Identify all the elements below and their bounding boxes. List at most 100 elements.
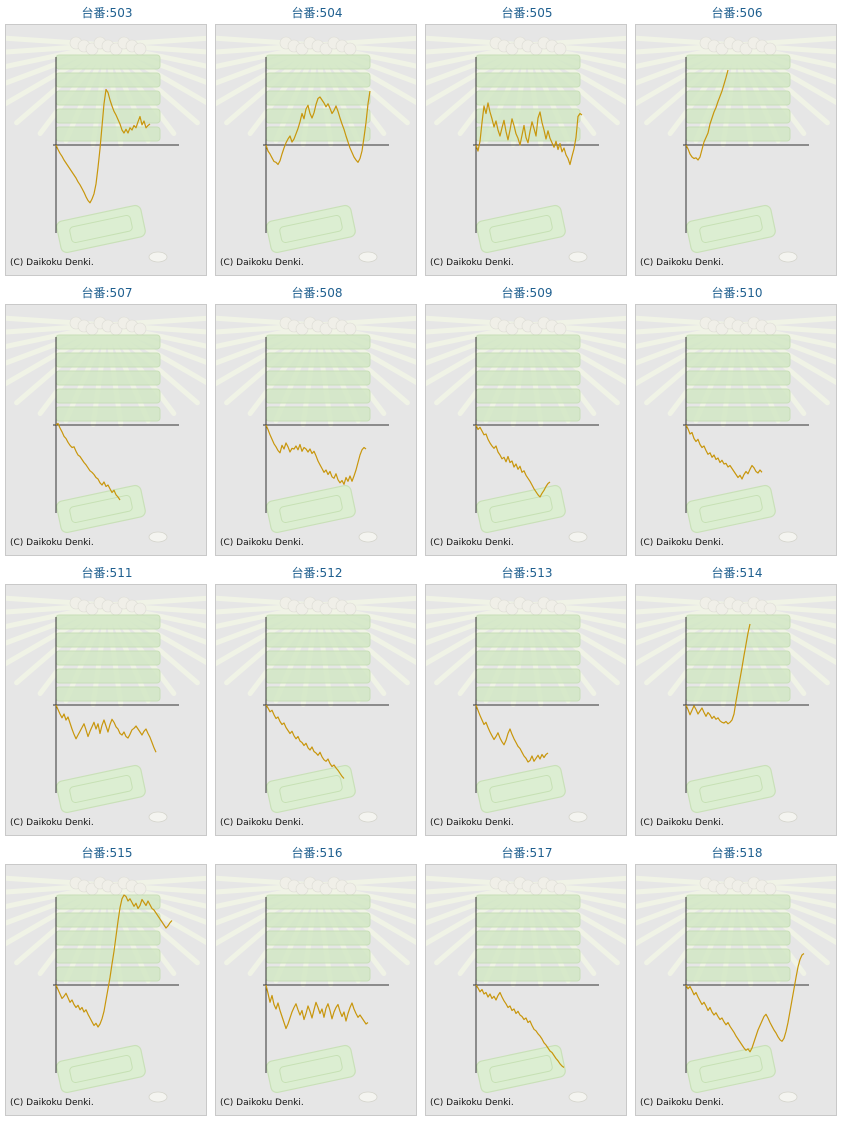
background-artwork (636, 875, 836, 1103)
tray-inner-icon (279, 774, 343, 804)
coin-icon (568, 251, 588, 263)
tray-icon (56, 484, 146, 534)
box-stack-icon (55, 930, 161, 946)
chart-title[interactable]: 台番:508 (291, 286, 343, 300)
box-stack-icon (685, 90, 791, 106)
copyright-text: (C) Daikoku Denki. (640, 538, 724, 548)
chart-title[interactable]: 台番:509 (501, 286, 553, 300)
burst-ray (6, 602, 110, 646)
box-stack-icon (55, 352, 161, 368)
box-stack-icon (55, 72, 161, 88)
machine-chart-card: 台番:505 (C) Daikoku Denki. (422, 0, 632, 280)
chart-title[interactable]: 台番:515 (81, 846, 133, 860)
box-stack-icon (475, 894, 581, 910)
box-stack-icon (475, 72, 581, 88)
machine-chart-card: 台番:516 (C) Daikoku Denki. (212, 840, 422, 1120)
chart-svg (426, 315, 626, 543)
chart-panel: (C) Daikoku Denki. (635, 304, 837, 556)
coin-icon (778, 251, 798, 263)
series-line (475, 704, 549, 763)
chart-title[interactable]: 台番:503 (81, 6, 133, 20)
box-stack-icon (265, 668, 371, 684)
background-artwork (216, 35, 416, 263)
coin-icon (358, 531, 378, 543)
burst-ray (426, 322, 530, 366)
chart-title[interactable]: 台番:517 (501, 846, 553, 860)
box-stack-icon (685, 614, 791, 630)
chart-svg (426, 35, 626, 263)
box-stack-icon (685, 54, 791, 70)
box-stack-icon (685, 912, 791, 928)
machine-chart-card: 台番:512 (C) Daikoku Denki. (212, 560, 422, 840)
series-line (685, 424, 763, 480)
chart-title[interactable]: 台番:513 (501, 566, 553, 580)
chart-title[interactable]: 台番:512 (291, 566, 343, 580)
tray-inner-icon (279, 214, 343, 244)
chart-title[interactable]: 台番:505 (501, 6, 553, 20)
box-stack-icon (685, 388, 791, 404)
tray-icon (476, 204, 566, 254)
background-artwork (6, 315, 206, 543)
copyright-text: (C) Daikoku Denki. (430, 538, 514, 548)
chart-panel: (C) Daikoku Denki. (5, 304, 207, 556)
tray-icon (476, 484, 566, 534)
box-stack-icon (685, 406, 791, 422)
tray-inner-icon (489, 774, 553, 804)
copyright-text: (C) Daikoku Denki. (640, 818, 724, 828)
chart-panel: (C) Daikoku Denki. (635, 584, 837, 836)
chart-title[interactable]: 台番:506 (711, 6, 763, 20)
series-line (685, 623, 751, 725)
burst-ray (734, 322, 836, 365)
box-stack-icon (55, 632, 161, 648)
tray-icon (686, 484, 776, 534)
coin-icon (358, 1091, 378, 1103)
machine-chart-card: 台番:511 (C) Daikoku Denki. (2, 560, 212, 840)
box-stack-icon (265, 406, 371, 422)
background-artwork (216, 595, 416, 823)
background-artwork (636, 35, 836, 263)
machine-chart-card: 台番:503 (C) Daikoku Denki. (2, 0, 212, 280)
box-stack-icon (265, 632, 371, 648)
background-artwork (6, 875, 206, 1103)
chart-panel: (C) Daikoku Denki. (635, 24, 837, 276)
coin-icon (568, 531, 588, 543)
machine-chart-card: 台番:515 (C) Daikoku Denki. (2, 840, 212, 1120)
chart-title[interactable]: 台番:507 (81, 286, 133, 300)
chart-title[interactable]: 台番:510 (711, 286, 763, 300)
chart-panel: (C) Daikoku Denki. (425, 864, 627, 1116)
series-line (55, 894, 173, 1028)
chart-panel: (C) Daikoku Denki. (5, 24, 207, 276)
copyright-text: (C) Daikoku Denki. (220, 258, 304, 268)
chart-title[interactable]: 台番:518 (711, 846, 763, 860)
machine-chart-card: 台番:506 (C) Daikoku Denki. (632, 0, 842, 280)
chart-title[interactable]: 台番:516 (291, 846, 343, 860)
box-stack-icon (265, 614, 371, 630)
tray-inner-icon (69, 1054, 133, 1084)
box-stack-icon (55, 966, 161, 982)
tray-inner-icon (699, 214, 763, 244)
burst-ray (636, 602, 740, 646)
burst-ray (426, 882, 530, 926)
box-stack-icon (475, 334, 581, 350)
burst-ray (314, 322, 416, 365)
tray-inner-icon (69, 774, 133, 804)
machine-chart-card: 台番:509 (C) Daikoku Denki. (422, 280, 632, 560)
box-stack-icon (265, 388, 371, 404)
box-stack-icon (475, 126, 581, 142)
series-line (685, 953, 805, 1053)
box-stack-icon (55, 126, 161, 142)
box-stack-icon (685, 668, 791, 684)
chart-title[interactable]: 台番:504 (291, 6, 343, 20)
tray-icon (266, 484, 356, 534)
chart-title[interactable]: 台番:511 (81, 566, 133, 580)
tray-icon (56, 204, 146, 254)
series-line (55, 422, 121, 501)
chart-panel: (C) Daikoku Denki. (425, 24, 627, 276)
chart-title[interactable]: 台番:514 (711, 566, 763, 580)
burst-ray (104, 602, 206, 645)
box-stack-icon (685, 352, 791, 368)
box-stack-icon (475, 406, 581, 422)
series-line (475, 102, 583, 166)
chart-svg (216, 35, 416, 263)
machine-chart-card: 台番:507 (C) Daikoku Denki. (2, 280, 212, 560)
